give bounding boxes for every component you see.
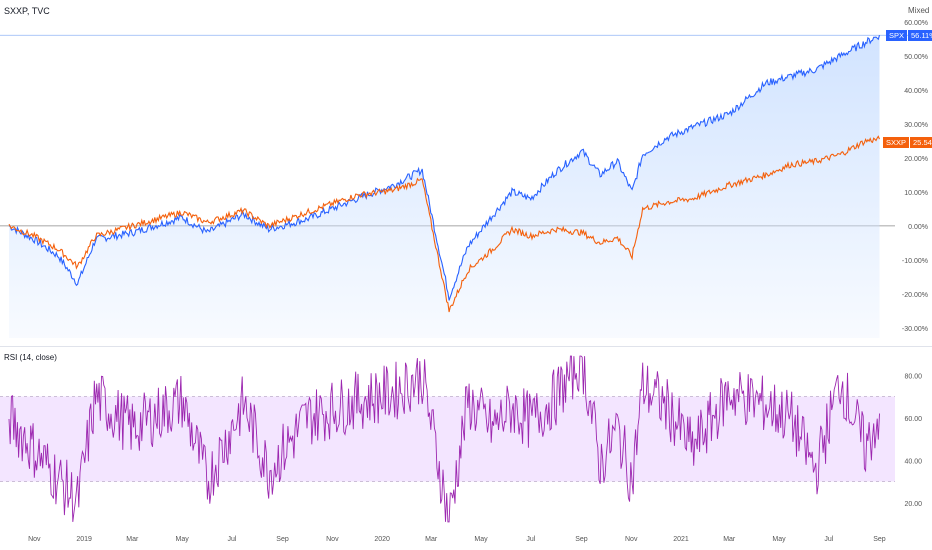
x-tick-label: 2019 — [76, 536, 92, 543]
rsi-y-tick-label: 40.00 — [904, 458, 922, 465]
rsi-chart[interactable]: 80.00 60.00 40.00 20.00 — [0, 348, 932, 526]
x-tick-label: Sep — [873, 536, 886, 543]
y-tick-label: 0.00% — [908, 224, 928, 231]
rsi-y-tick-label: 80.00 — [904, 373, 922, 380]
sxxp-tag-value: 25.54% — [910, 137, 932, 148]
time-axis[interactable]: Nov 2019 Mar May Jul Sep Nov 2020 Mar May Jul Sep No… — [0, 528, 932, 550]
x-tick-label: May — [772, 536, 786, 543]
x-tick-label: 2020 — [374, 536, 390, 543]
y-tick-label: 40.00% — [904, 88, 928, 95]
symbol-title: SXXP, TVC — [4, 6, 50, 16]
y-tick-label: -10.00% — [902, 258, 928, 265]
spx-tag-symbol: SPX — [886, 30, 908, 41]
y-tick-label: -30.00% — [902, 326, 928, 333]
scale-mode-label[interactable]: Mixed — [908, 6, 930, 15]
sxxp-price-tag: SXXP 25.54% — [883, 137, 932, 148]
x-tick-label: Mar — [723, 536, 736, 543]
y-tick-label: 30.00% — [904, 122, 928, 129]
x-tick-label: May — [474, 536, 488, 543]
x-tick-label: Nov — [625, 536, 638, 543]
rsi-y-tick-label: 60.00 — [904, 416, 922, 423]
x-tick-label: Mar — [126, 536, 139, 543]
rsi-label: RSI (14, close) — [4, 353, 57, 362]
main-price-chart[interactable]: 60.00% 50.00% 40.00% 30.00% 20.00% 10.00% 0.00… — [0, 0, 932, 345]
spx-price-tag: SPX 56.11% — [886, 30, 932, 41]
x-tick-label: 2021 — [673, 536, 689, 543]
spx-tag-value: 56.11% — [908, 30, 932, 41]
sxxp-series-line — [8, 135, 881, 313]
y-tick-label: 20.00% — [904, 156, 928, 163]
x-tick-label: Nov — [326, 536, 339, 543]
pane-divider[interactable] — [0, 346, 932, 347]
x-tick-label: Mar — [425, 536, 438, 543]
x-tick-label: Jul — [227, 536, 236, 543]
x-tick-label: Sep — [276, 536, 289, 543]
spx-area-fill — [9, 35, 880, 338]
x-tick-label: Sep — [575, 536, 588, 543]
sxxp-tag-symbol: SXXP — [883, 137, 910, 148]
spx-series-line — [8, 35, 881, 301]
rsi-y-tick-label: 20.00 — [904, 501, 922, 508]
y-tick-label: -20.00% — [902, 292, 928, 299]
x-tick-label: Nov — [28, 536, 41, 543]
x-tick-label: Jul — [824, 536, 833, 543]
y-tick-label: 50.00% — [904, 54, 928, 61]
rsi-series-line — [8, 355, 880, 523]
y-tick-label: 10.00% — [904, 190, 928, 197]
x-tick-label: Jul — [526, 536, 535, 543]
y-tick-label: 60.00% — [904, 20, 928, 27]
x-tick-label: May — [175, 536, 189, 543]
rsi-band — [0, 396, 895, 482]
